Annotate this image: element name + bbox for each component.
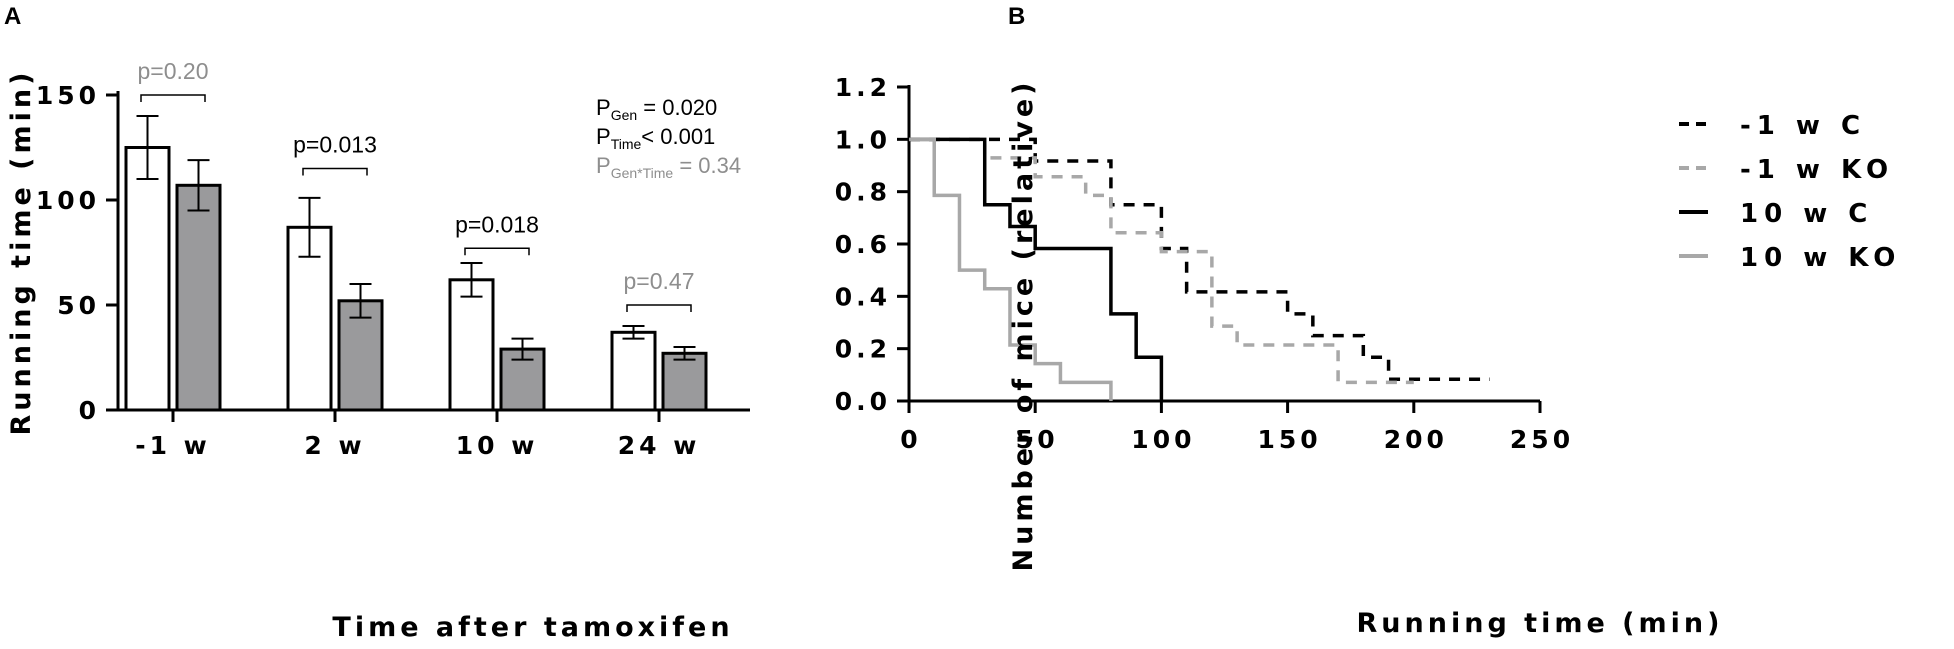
survival-line-10-w-C: [909, 137, 1164, 401]
b-x-tick-label: 250: [1510, 425, 1574, 454]
significance-bracket: [464, 247, 530, 256]
a-x-tick-label: 10 w: [456, 431, 539, 460]
b-y-tick-label: 0.0: [835, 387, 891, 416]
legend-label: 10 w KO: [1740, 243, 1901, 273]
panel-b: B 0.0 0.2 0.4 0.6 0.8 1.0 1.2 0 50 100 150 200 250 N…: [835, 3, 1901, 639]
legend-label: -1 w C: [1740, 111, 1866, 141]
b-y-tick-label: 0.4: [835, 282, 891, 311]
panel-a: A 0 50 100 150 -1 w 2 w 10 w 24 w p=0.20 p=0.013…: [4, 3, 750, 643]
panel-b-letter: B: [1008, 3, 1025, 30]
bar-ko: [175, 183, 222, 412]
p-value-label: p=0.013: [293, 132, 377, 158]
b-x-tick-label: 50: [1016, 425, 1059, 454]
significance-bracket: [302, 167, 368, 176]
survival-line-minus1-w-KO: [909, 137, 1414, 385]
a-y-tick-label: 50: [57, 291, 100, 320]
b-y-tick-label: 1.2: [835, 73, 891, 102]
significance-bracket: [626, 304, 692, 312]
b-x-tick-label: 200: [1384, 425, 1448, 454]
legend-label: 10 w C: [1740, 199, 1873, 229]
b-y-tick-label: 0.8: [835, 178, 891, 207]
b-x-tick-label: 0: [900, 425, 921, 454]
b-x-tick-label: 100: [1131, 425, 1195, 454]
a-y-tick-label: 0: [79, 396, 100, 425]
survival-line-10-w-KO: [909, 137, 1113, 401]
bar-control: [610, 330, 657, 412]
a-y-tick-label: 150: [36, 81, 100, 110]
panel-a-letter: A: [4, 3, 21, 30]
b-y-axis-title: Number of mice (relative): [1008, 79, 1039, 572]
b-legend: -1 w C -1 w KO 10 w C 10 w KO: [1679, 111, 1901, 273]
stats-line: PGen = 0.020: [596, 95, 717, 123]
a-x-tick-label: 2 w: [304, 431, 365, 460]
stats-line: PGen*Time = 0.34: [596, 153, 741, 181]
p-value-label: p=0.018: [455, 211, 539, 237]
b-x-axis-title: Running time (min): [1357, 608, 1724, 639]
b-y-tick-label: 0.6: [835, 230, 891, 259]
legend-label: -1 w KO: [1740, 155, 1894, 185]
bar-control: [448, 278, 495, 412]
a-y-tick-label: 100: [36, 186, 100, 215]
b-y-tick-label: 1.0: [835, 125, 891, 154]
bar-control: [124, 146, 171, 412]
a-y-axis-title: Running time (min): [6, 69, 37, 436]
p-value-label: p=0.20: [138, 58, 209, 84]
stats-line: PTime< 0.001: [596, 124, 715, 152]
a-x-axis-title: Time after tamoxifen: [332, 612, 733, 643]
a-x-tick-label: 24 w: [618, 431, 701, 460]
survival-line-minus1-w-C: [909, 137, 1490, 382]
bar-ko: [661, 351, 708, 412]
significance-bracket: [140, 94, 206, 102]
p-value-label: p=0.47: [624, 268, 695, 294]
a-x-tick-label: -1 w: [135, 431, 211, 460]
b-y-tick-label: 0.2: [835, 335, 891, 364]
b-x-tick-label: 150: [1258, 425, 1322, 454]
